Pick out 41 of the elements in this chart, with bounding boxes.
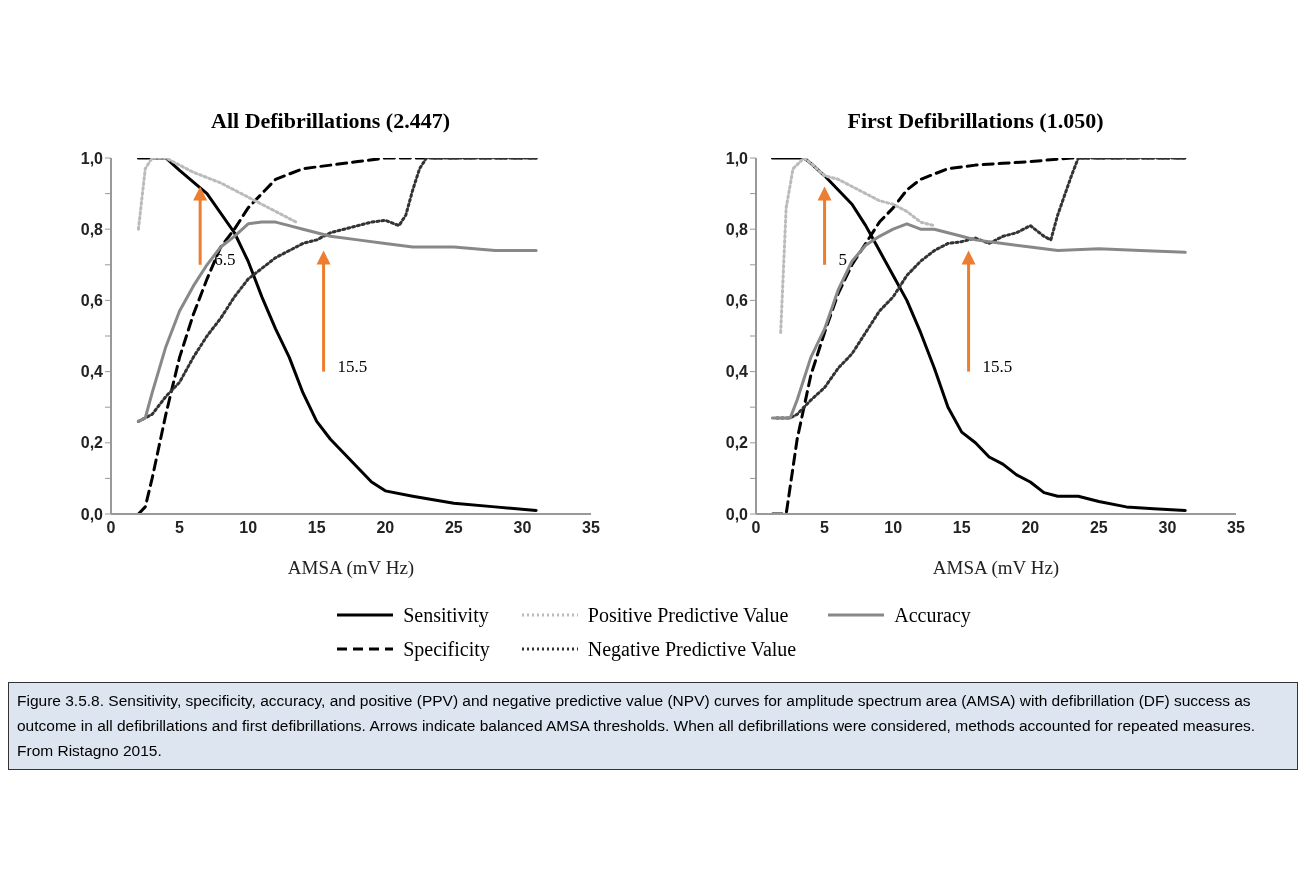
x-axis-title: AMSA (mV Hz) <box>287 557 414 579</box>
x-tick-label: 35 <box>1226 519 1245 537</box>
y-tick-label: 0,0 <box>725 505 748 523</box>
chart-title: First Defibrillations (1.050) <box>847 108 1104 135</box>
y-tick-label: 0,2 <box>725 434 748 452</box>
x-axis-title: AMSA (mV Hz) <box>932 557 1059 579</box>
x-tick-label: 15 <box>952 519 971 537</box>
x-tick-label: 5 <box>174 519 184 537</box>
y-tick-label: 1,0 <box>725 149 748 167</box>
x-tick-label: 30 <box>513 519 531 537</box>
x-tick-label: 0 <box>106 519 116 537</box>
x-tick-label: 25 <box>1089 519 1108 537</box>
y-tick-label: 1,0 <box>80 149 103 167</box>
y-tick-label: 0,0 <box>80 505 103 523</box>
legend-label: Negative Predictive Value <box>587 637 797 661</box>
ref-line-label: 5 <box>838 249 847 269</box>
y-tick-label: 0,6 <box>725 292 748 310</box>
legend-label: Accuracy <box>894 603 971 627</box>
x-tick-label: 5 <box>819 519 829 537</box>
y-tick-label: 0,8 <box>80 220 103 238</box>
x-tick-label: 35 <box>581 519 600 537</box>
y-tick-label: 0,4 <box>725 363 748 381</box>
x-tick-label: 25 <box>444 519 463 537</box>
chart-title: All Defibrillations (2.447) <box>211 108 450 135</box>
y-tick-label: 0,2 <box>80 434 103 452</box>
legend-label: Specificity <box>403 637 490 661</box>
legend-label: Positive Predictive Value <box>587 603 789 627</box>
legend-label: Sensitivity <box>403 603 489 627</box>
x-tick-label: 10 <box>883 519 902 537</box>
x-tick-label: 0 <box>751 519 761 537</box>
x-tick-label: 20 <box>375 519 394 537</box>
x-tick-label: 15 <box>307 519 326 537</box>
caption: Figure 3.5.8. Sensitivity, specificity, accuracy, and positive (PPV) and negative predictive value (NPV) curves for amplitude spectrum area (AMSA) with defibrillation (DF) success as outcome in all defibrillations and first defibrillations. Arrows indicate balanced AMSA thresholds. When all defibrillations were considered, methods accounted for repeated measures. From Ristagno 2015. <box>8 682 1298 771</box>
y-tick-label: 0,6 <box>80 292 103 310</box>
x-tick-label: 30 <box>1158 519 1176 537</box>
ref-line-label: 15.5 <box>337 356 367 376</box>
ref-line-label: 15.5 <box>982 356 1012 376</box>
x-tick-label: 20 <box>1020 519 1039 537</box>
y-tick-label: 0,8 <box>725 220 748 238</box>
x-tick-label: 10 <box>238 519 257 537</box>
y-tick-label: 0,4 <box>80 363 103 381</box>
